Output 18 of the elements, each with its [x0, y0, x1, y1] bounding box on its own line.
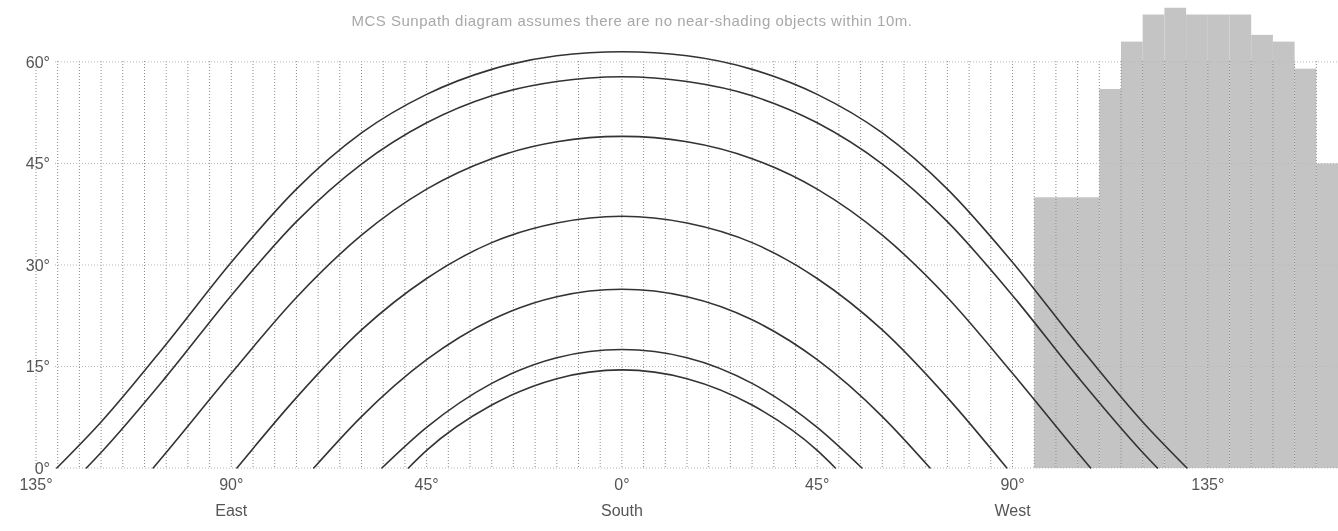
- y-tick-label: 45°: [25, 155, 50, 173]
- line-series: [152, 135, 1092, 469]
- text: MCS Sunpath diagram assumes there are no near-shading objects within 10m.: [351, 12, 913, 29]
- x-tick-label: 90° East: [215, 476, 248, 519]
- line-series: [407, 369, 837, 469]
- x-tick-label: 0° South: [600, 476, 643, 519]
- y-tick-label: 0°: [34, 459, 50, 477]
- y-tick-label: 15°: [25, 358, 50, 376]
- x-tick-label: 135°: [1191, 476, 1225, 493]
- line-series: [312, 288, 931, 469]
- line-series: [381, 348, 863, 469]
- line-series: [236, 215, 1008, 469]
- x-tick-label: 90° West: [994, 476, 1032, 519]
- y-tick-label: 60°: [25, 53, 50, 71]
- y-tick-label: 30°: [25, 256, 50, 274]
- x-tick-label: 45°: [805, 476, 830, 493]
- x-tick-label: 45°: [414, 476, 439, 493]
- x-tick-label: 135°: [19, 476, 53, 493]
